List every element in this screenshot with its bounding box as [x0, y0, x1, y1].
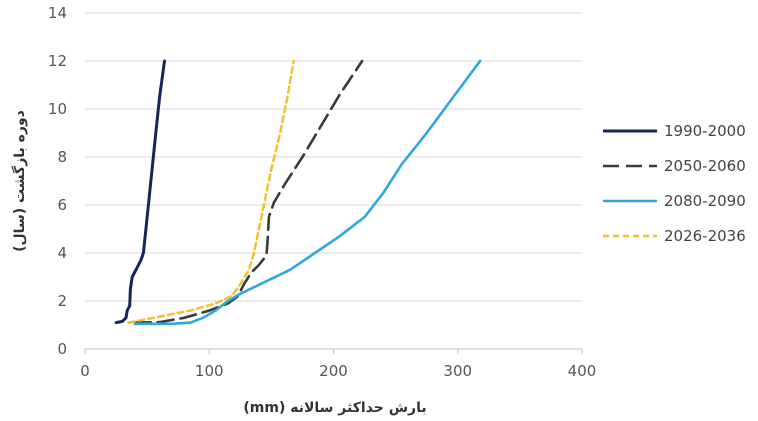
x-tick-label: 300 [443, 362, 472, 380]
y-tick-label: 0 [57, 340, 67, 358]
x-tick-label: 0 [80, 362, 90, 380]
y-tick-labels: 0 2 4 6 8 10 12 14 [48, 4, 67, 358]
y-tick-label: 2 [57, 292, 67, 310]
series-line-2080-2090 [133, 59, 482, 326]
y-tick-label: 6 [57, 196, 67, 214]
series-line-2026-2036 [127, 59, 295, 324]
y-axis-title: دوره بازگشت (سال) [11, 110, 28, 252]
x-tick-label: 100 [195, 362, 224, 380]
axes [84, 348, 583, 354]
x-tick-labels: 0 100 200 300 400 [80, 362, 596, 380]
series-line-1990-2000 [114, 59, 166, 325]
series-lines [114, 59, 482, 326]
grid-lines [85, 12, 582, 302]
y-tick-label: 14 [48, 4, 67, 22]
x-tick-label: 400 [568, 362, 597, 380]
x-axis-title: بارش حداکثر سالانه (mm) [243, 400, 426, 416]
series-line-2050-2060 [133, 59, 364, 324]
legend-label: 2026-2036 [664, 227, 746, 245]
y-tick-label: 8 [57, 148, 67, 166]
y-tick-label: 4 [57, 244, 67, 262]
legend-label: 2080-2090 [664, 192, 746, 210]
legend-label: 2050-2060 [664, 157, 746, 175]
legend-label: 1990-2000 [664, 122, 746, 140]
legend: 1990-2000 2050-2060 2080-2090 2026-2036 [603, 122, 746, 245]
x-tick-label: 200 [319, 362, 348, 380]
y-tick-label: 12 [48, 52, 67, 70]
y-tick-label: 10 [48, 100, 67, 118]
